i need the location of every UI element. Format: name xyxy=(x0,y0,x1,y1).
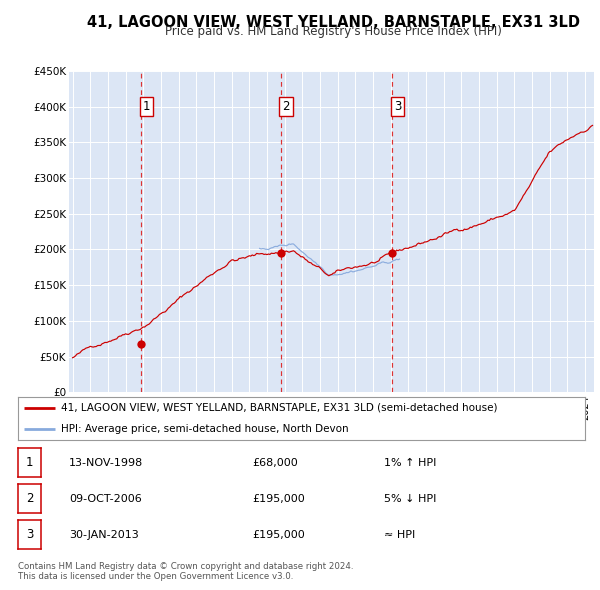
Text: 09-OCT-2006: 09-OCT-2006 xyxy=(69,494,142,503)
Text: HPI: Average price, semi-detached house, North Devon: HPI: Average price, semi-detached house,… xyxy=(61,424,348,434)
Text: £195,000: £195,000 xyxy=(252,530,305,539)
Text: Contains HM Land Registry data © Crown copyright and database right 2024.
This d: Contains HM Land Registry data © Crown c… xyxy=(18,562,353,581)
Text: 5% ↓ HPI: 5% ↓ HPI xyxy=(384,494,436,503)
Text: 1% ↑ HPI: 1% ↑ HPI xyxy=(384,458,436,467)
Text: 1: 1 xyxy=(143,100,150,113)
Text: 3: 3 xyxy=(26,528,33,541)
Text: 2: 2 xyxy=(283,100,290,113)
Text: ≈ HPI: ≈ HPI xyxy=(384,530,415,539)
Text: 13-NOV-1998: 13-NOV-1998 xyxy=(69,458,143,467)
Text: 3: 3 xyxy=(394,100,401,113)
Text: Price paid vs. HM Land Registry's House Price Index (HPI): Price paid vs. HM Land Registry's House … xyxy=(164,25,502,38)
Text: 41, LAGOON VIEW, WEST YELLAND, BARNSTAPLE, EX31 3LD (semi-detached house): 41, LAGOON VIEW, WEST YELLAND, BARNSTAPL… xyxy=(61,403,497,412)
Text: 1: 1 xyxy=(26,456,33,469)
Text: £68,000: £68,000 xyxy=(252,458,298,467)
Text: 30-JAN-2013: 30-JAN-2013 xyxy=(69,530,139,539)
Text: £195,000: £195,000 xyxy=(252,494,305,503)
Text: 2: 2 xyxy=(26,492,33,505)
Text: 41, LAGOON VIEW, WEST YELLAND, BARNSTAPLE, EX31 3LD: 41, LAGOON VIEW, WEST YELLAND, BARNSTAPL… xyxy=(86,15,580,30)
